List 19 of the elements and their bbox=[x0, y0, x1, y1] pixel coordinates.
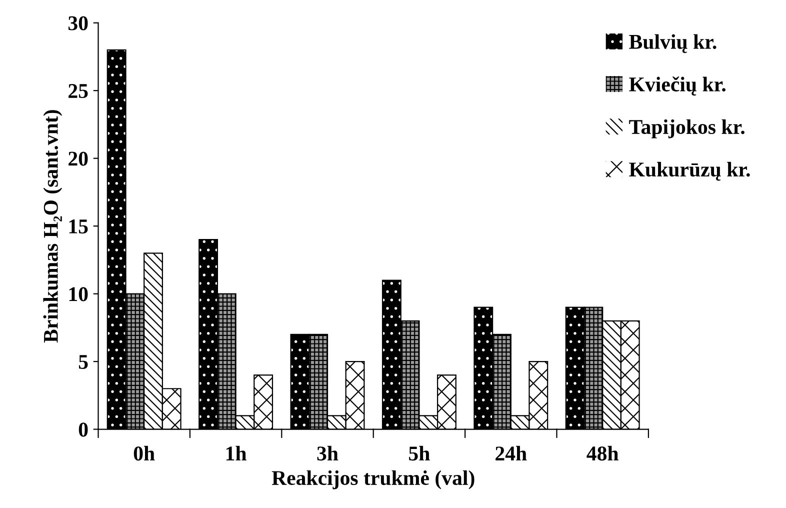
y-axis-title: Brinkumas H₂O (sant.vnt) bbox=[43, 110, 62, 343]
y-tick-label: 0 bbox=[78, 422, 88, 437]
x-tick-label: 24h bbox=[496, 446, 527, 460]
legend-label: Tapijokos kr. bbox=[629, 119, 744, 138]
legend-label: Kviečių kr. bbox=[629, 76, 726, 96]
x-tick-label: 0h bbox=[134, 446, 155, 461]
x-axis-title: Reakcijos trukmė (val) bbox=[272, 470, 474, 490]
x-tick-label: 48h bbox=[586, 446, 618, 461]
legend-label: Kukurūzų kr. bbox=[629, 162, 750, 181]
y-tick-label: 5 bbox=[78, 355, 88, 369]
y-tick-label: 30 bbox=[68, 16, 88, 30]
x-tick-label: 3h bbox=[317, 446, 338, 461]
x-tick-label: 5h bbox=[409, 446, 430, 461]
x-tick-label: 1h bbox=[226, 446, 246, 460]
legend-label: Bulvių kr. bbox=[629, 34, 716, 54]
y-tick-label: 10 bbox=[69, 287, 88, 302]
y-tick-label: 15 bbox=[69, 220, 88, 234]
y-tick-label: 25 bbox=[68, 84, 88, 98]
y-tick-label: 20 bbox=[68, 152, 88, 166]
